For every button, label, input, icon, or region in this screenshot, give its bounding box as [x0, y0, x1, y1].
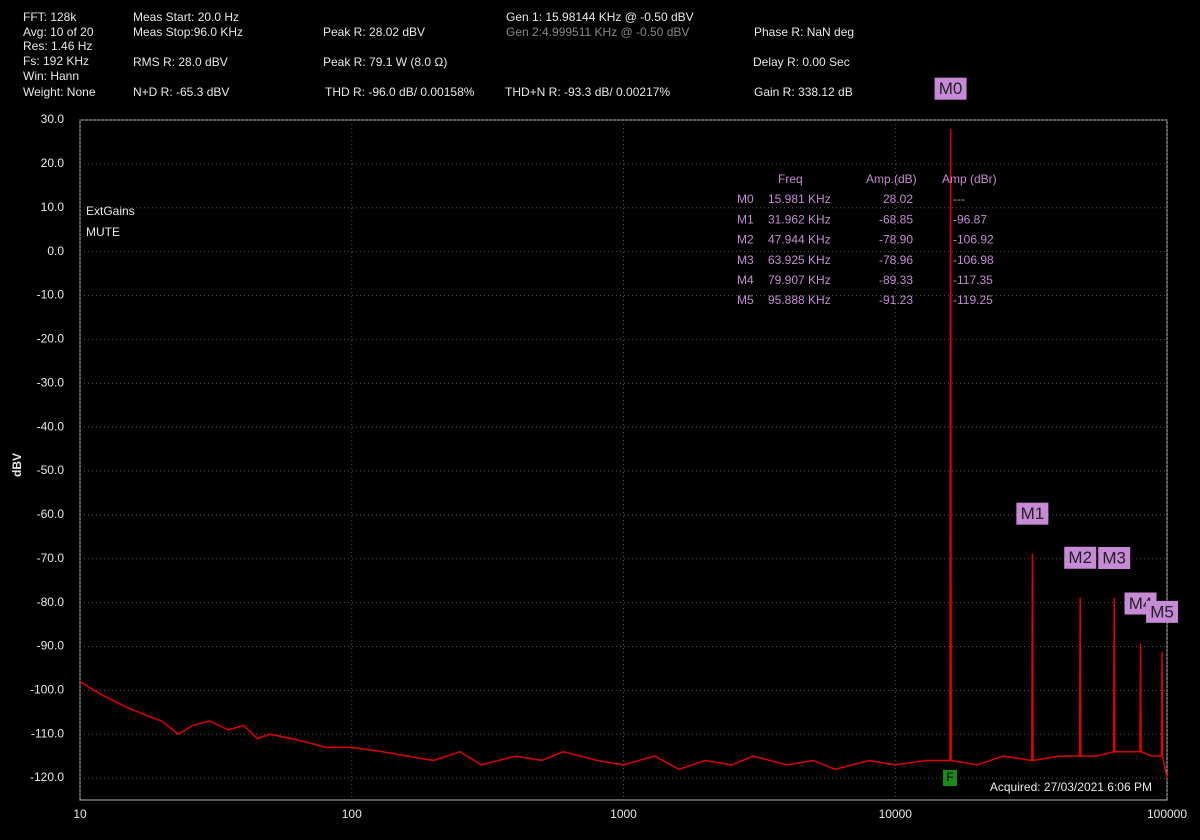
x-tick-label: 1000	[610, 807, 637, 821]
table-header: Freq	[778, 172, 803, 186]
marker-box	[1098, 547, 1131, 570]
x-tick-label: 100	[342, 807, 362, 821]
y-tick-label: -20.0	[37, 332, 65, 346]
note: MUTE	[86, 225, 120, 239]
table-dbr: -119.25	[953, 293, 993, 307]
y-tick-label: 0.0	[47, 244, 64, 258]
info: Res: 1.46 Hz	[23, 39, 92, 53]
y-tick-label: -70.0	[37, 551, 65, 565]
info: Gen 2:4.999511 KHz @ -0.50 dBV	[506, 25, 689, 39]
info: Meas Stop:96.0 KHz	[133, 25, 243, 39]
info: Meas Start: 20.0 Hz	[133, 10, 239, 24]
info: Peak R: 79.1 W (8.0 Ω)	[323, 55, 447, 69]
marker: M5	[1146, 600, 1179, 623]
table-freq: 15.981 KHz	[768, 192, 831, 206]
y-tick-label: 20.0	[41, 156, 65, 170]
table-header: Amp (dBr)	[942, 172, 997, 186]
table-amp: -91.23	[879, 293, 913, 307]
marker-label: M3	[1102, 549, 1126, 568]
table-freq: 79.907 KHz	[768, 273, 831, 287]
table-dbr: -106.92	[953, 233, 994, 247]
table-name: M5	[737, 293, 754, 307]
table-freq: 95.888 KHz	[768, 293, 831, 307]
table-freq: 31.962 KHz	[768, 212, 831, 226]
table-amp: -78.90	[879, 233, 913, 247]
note: ExtGains	[86, 204, 135, 218]
table-amp: 28.02	[883, 192, 913, 206]
table-freq: 47.944 KHz	[768, 233, 831, 247]
x-tick-label: 10	[73, 807, 87, 821]
marker-label: M1	[1021, 504, 1045, 523]
info: THD R: -96.0 dB/ 0.00158%	[325, 85, 475, 99]
y-tick-label: -30.0	[37, 375, 65, 389]
table-freq: 63.925 KHz	[768, 253, 831, 267]
table-dbr: -117.35	[953, 273, 993, 287]
info: Gen 1: 15.98144 KHz @ -0.50 dBV	[506, 10, 694, 24]
table-name: M4	[737, 273, 754, 287]
spectrum-line	[79, 128, 1168, 779]
marker: M0	[934, 77, 967, 100]
marker-box	[1146, 600, 1179, 623]
y-tick-label: -80.0	[37, 595, 65, 609]
marker: M3	[1098, 547, 1131, 570]
info: FFT: 128k	[23, 10, 77, 24]
acquired: Acquired: 27/03/2021 6:06 PM	[990, 780, 1152, 794]
info: Peak R: 28.02 dBV	[323, 25, 425, 39]
x-tick-label: 10000	[879, 807, 913, 821]
table-name: M3	[737, 253, 754, 267]
info: Fs: 192 KHz	[23, 54, 89, 68]
y-tick-label: -110.0	[31, 726, 64, 740]
marker: M1	[1016, 502, 1049, 525]
x-tick-label: 100000	[1147, 807, 1187, 821]
table-amp: -89.33	[879, 273, 913, 287]
info: THD+N R: -93.3 dB/ 0.00217%	[505, 85, 670, 99]
marker-label: M2	[1068, 548, 1092, 567]
y-tick-label: -100.0	[30, 682, 64, 696]
y-tick-label: -50.0	[37, 463, 65, 477]
table-dbr: ---	[953, 192, 965, 206]
info: Delay R: 0.00 Sec	[753, 55, 850, 69]
table-dbr: -96.87	[953, 212, 987, 226]
table-header: Amp.(dB)	[866, 172, 917, 186]
y-tick-label: 10.0	[41, 200, 65, 214]
y-axis-label: dBV	[10, 453, 24, 477]
marker: M2	[1064, 546, 1097, 569]
marker-label: M5	[1150, 602, 1174, 621]
info: Win: Hann	[23, 69, 79, 83]
y-tick-label: -90.0	[37, 639, 65, 653]
info: Avg: 10 of 20	[23, 25, 94, 39]
y-tick-label: -10.0	[37, 288, 65, 302]
info: Phase R: NaN deg	[754, 25, 854, 39]
y-tick-label: -120.0	[30, 770, 64, 784]
table-amp: -68.85	[879, 212, 913, 226]
table-name: M0	[737, 192, 754, 206]
table-dbr: -106.98	[953, 253, 994, 267]
table-name: M1	[737, 212, 754, 226]
y-tick-label: -40.0	[37, 419, 65, 433]
info: Weight: None	[23, 85, 96, 99]
flag-box	[943, 770, 957, 786]
y-tick-label: 30.0	[41, 112, 65, 126]
marker-label: M0	[939, 79, 963, 98]
marker-box	[1064, 546, 1097, 569]
info: Gain R: 338.12 dB	[754, 85, 853, 99]
marker-box	[934, 77, 967, 100]
info: RMS R: 28.0 dBV	[133, 55, 228, 69]
info: N+D R: -65.3 dBV	[133, 85, 229, 99]
flag: F	[946, 770, 953, 784]
table-name: M2	[737, 233, 754, 247]
marker-box	[1016, 502, 1049, 525]
y-tick-label: -60.0	[37, 507, 65, 521]
table-amp: -78.96	[879, 253, 913, 267]
